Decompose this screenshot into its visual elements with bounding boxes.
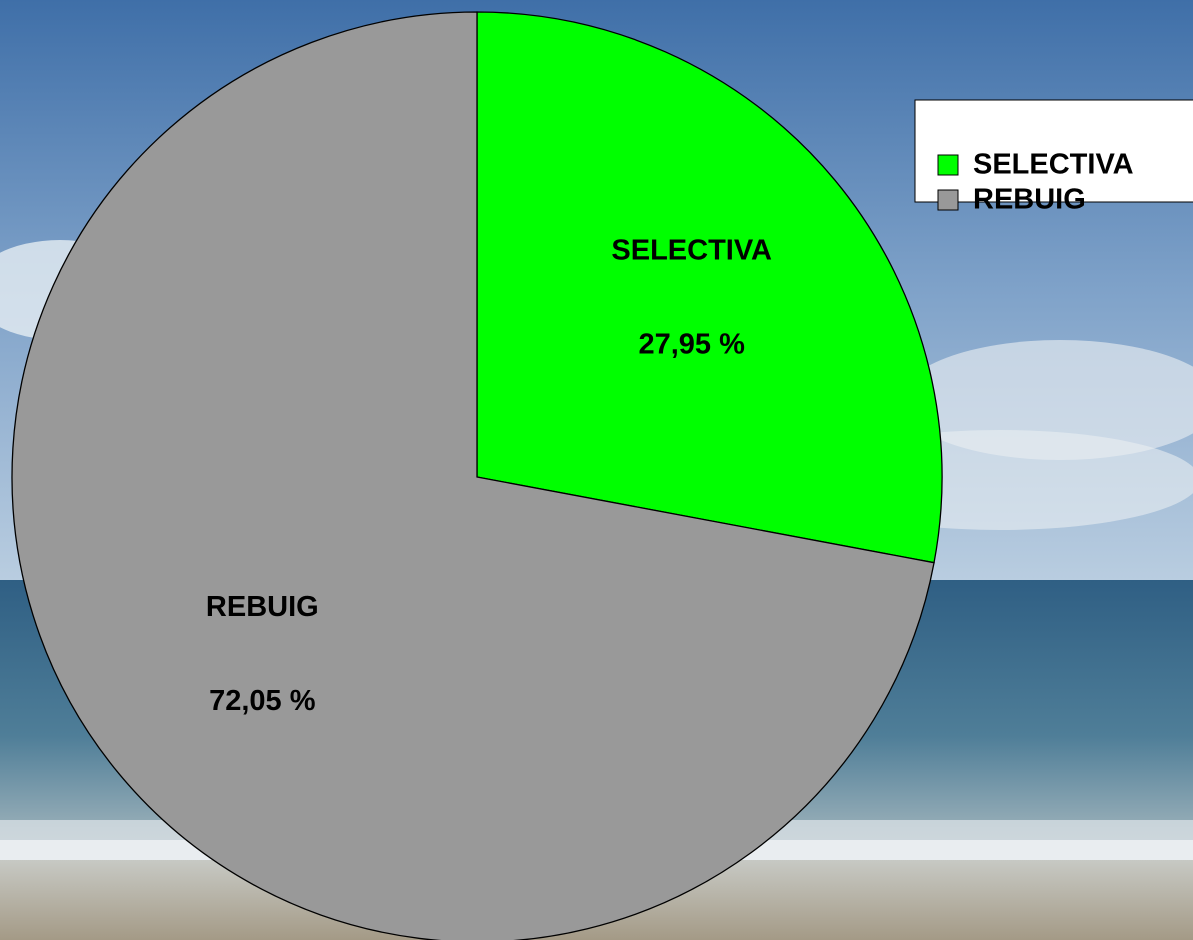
slice-label: SELECTIVA	[611, 234, 772, 266]
slice-value-label: 72,05 %	[209, 685, 316, 717]
slice-label: REBUIG	[206, 591, 319, 623]
legend-label: SELECTIVA	[973, 149, 1134, 181]
slice-value-label: 27,95 %	[638, 328, 745, 360]
pie-slice	[11, 11, 935, 940]
pie: SELECTIVA 27,95 % REBUIG 72,05 %	[11, 11, 943, 940]
legend-box	[914, 99, 1193, 203]
legend-label: REBUIG	[973, 184, 1086, 216]
legend-swatch	[937, 154, 959, 176]
legend-swatch	[937, 189, 959, 211]
pie-slice	[476, 11, 943, 564]
